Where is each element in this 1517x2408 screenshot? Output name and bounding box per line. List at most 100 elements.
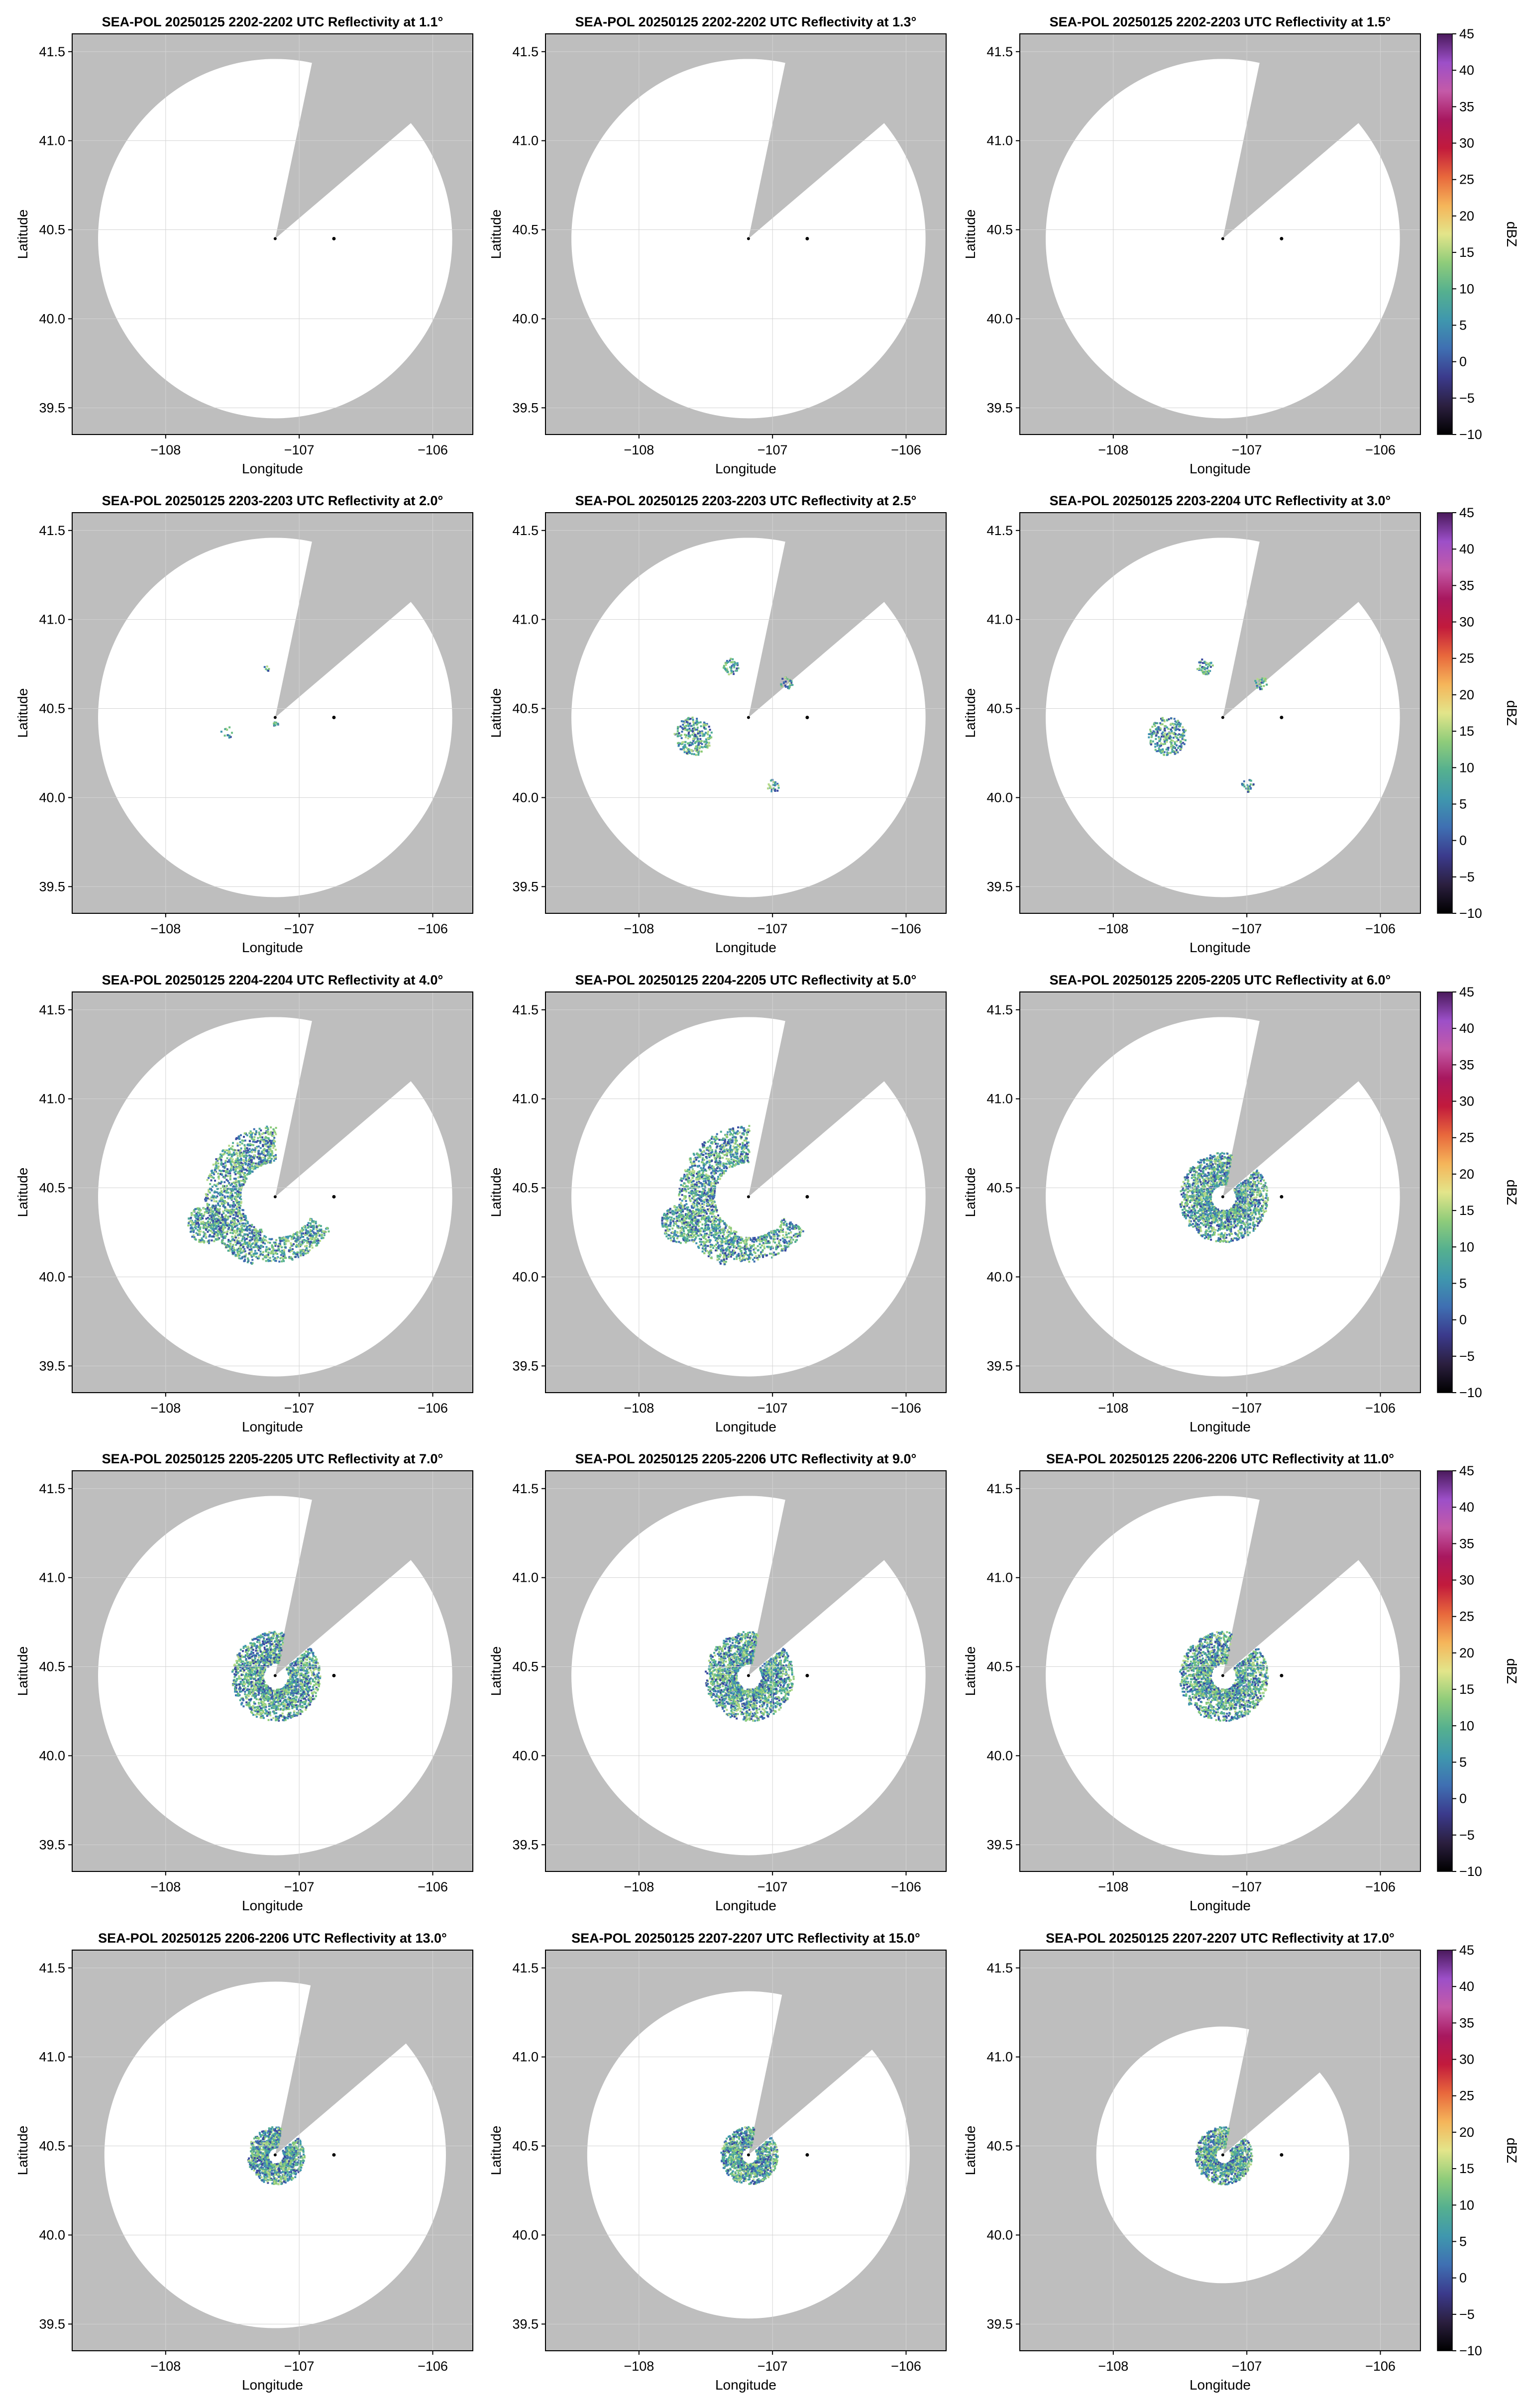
echo-pixel: [725, 1170, 727, 1172]
echo-pixel: [249, 1135, 251, 1138]
echo-pixel: [731, 1149, 733, 1151]
echo-pixel: [696, 1193, 698, 1196]
echo-pixel: [306, 1233, 309, 1235]
echo-pixel: [321, 1234, 323, 1237]
echo-pixel: [194, 1215, 197, 1218]
echo-pixel: [748, 1237, 750, 1239]
echo-pixel: [743, 1253, 746, 1256]
panel-title: SEA-POL 20250125 2202-2202 UTC Reflectiv…: [575, 14, 917, 29]
echo-pixel: [746, 1154, 748, 1157]
echo-pixel: [793, 1225, 796, 1227]
echo-pixel: [703, 1165, 705, 1167]
echo-pixel: [774, 1241, 776, 1244]
echo-pixel: [291, 1250, 293, 1252]
echo-pixel: [684, 1175, 686, 1178]
echo-pixel: [264, 1143, 267, 1145]
echo-pixel: [678, 1193, 680, 1196]
panel-title: SEA-POL 20250125 2204-2204 UTC Reflectiv…: [102, 973, 443, 987]
echo-pixel: [233, 1171, 236, 1174]
echo-pixel: [716, 1209, 718, 1211]
echo-pixel: [719, 1253, 721, 1256]
echo-pixel: [216, 1191, 218, 1194]
echo-pixel: [258, 1153, 261, 1155]
echo-pixel: [230, 1211, 233, 1214]
echo-pixel: [1179, 736, 1181, 738]
echo-pixel: [268, 1148, 271, 1150]
echo-pixel: [745, 1139, 748, 1142]
echo-pixel: [263, 1149, 265, 1152]
echo-pixel: [236, 1190, 239, 1193]
echo-pixel: [262, 1251, 264, 1253]
echo-layer: [220, 665, 279, 739]
echo-pixel: [309, 1229, 312, 1231]
echo-pixel: [698, 1202, 700, 1204]
echo-pixel: [1183, 738, 1185, 741]
echo-pixel: [259, 1153, 262, 1155]
echo-pixel: [247, 1245, 250, 1248]
echo-pixel: [738, 1162, 740, 1164]
echo-pixel: [699, 1240, 701, 1243]
echo-pixel: [214, 1170, 217, 1173]
echo-pixel: [702, 723, 705, 726]
echo-pixel: [249, 1229, 251, 1231]
echo-pixel: [240, 1234, 242, 1237]
echo-pixel: [737, 1161, 739, 1164]
echo-pixel: [726, 659, 728, 662]
echo-pixel: [750, 1249, 752, 1252]
echo-pixel: [678, 1194, 680, 1197]
echo-pixel: [275, 1154, 277, 1156]
echo-pixel: [267, 1157, 270, 1160]
echo-pixel: [747, 1258, 749, 1260]
echo-pixel: [249, 1172, 251, 1175]
echo-pixel: [235, 1215, 237, 1217]
echo-pixel: [719, 1145, 721, 1148]
echo-pixel: [236, 1224, 238, 1226]
echo-pixel: [206, 1211, 209, 1214]
echo-pixel: [770, 779, 772, 782]
echo-pixel: [309, 1230, 312, 1233]
echo-pixel: [744, 1245, 746, 1248]
echo-pixel: [1197, 667, 1200, 670]
echo-pixel: [225, 1244, 228, 1247]
echo-pixel: [732, 1159, 735, 1161]
echo-pixel: [703, 1180, 705, 1183]
echo-pixel: [680, 1177, 683, 1180]
echo-pixel: [727, 1239, 729, 1242]
echo-pixel: [242, 1164, 244, 1166]
echo-pixel: [712, 1202, 715, 1204]
echo-pixel: [711, 1165, 713, 1167]
echo-pixel: [773, 782, 776, 784]
echo-pixel: [697, 722, 700, 724]
echo-pixel: [1160, 735, 1163, 738]
echo-pixel: [698, 730, 700, 732]
echo-pixel: [724, 1227, 727, 1229]
echo-pixel: [687, 737, 689, 740]
echo-pixel: [753, 1248, 755, 1251]
echo-pixel: [213, 1177, 215, 1179]
echo-pixel: [703, 721, 705, 724]
echo-pixel: [707, 1183, 710, 1186]
echo-pixel: [769, 787, 772, 789]
echo-pixel: [775, 1244, 778, 1246]
echo-pixel: [254, 1244, 257, 1246]
echo-pixel: [747, 1148, 749, 1151]
echo-pixel: [677, 726, 679, 728]
echo-pixel: [691, 1197, 693, 1200]
echo-pixel: [691, 1239, 693, 1242]
echo-pixel: [680, 1202, 682, 1204]
echo-pixel: [309, 1217, 312, 1220]
echo-pixel: [714, 1137, 717, 1140]
echo-pixel: [730, 1230, 733, 1232]
echo-pixel: [221, 1192, 223, 1194]
echo-pixel: [787, 1228, 789, 1230]
echo-pixel: [1247, 788, 1250, 791]
echo-pixel: [681, 727, 683, 729]
echo-pixel: [274, 1245, 277, 1247]
echo-pixel: [230, 1213, 232, 1216]
echo-pixel: [688, 1173, 691, 1176]
echo-pixel: [318, 1230, 320, 1232]
echo-pixel: [265, 1260, 267, 1262]
echo-pixel: [711, 1160, 713, 1162]
echo-pixel: [737, 1247, 740, 1250]
echo-pixel: [736, 1254, 739, 1256]
